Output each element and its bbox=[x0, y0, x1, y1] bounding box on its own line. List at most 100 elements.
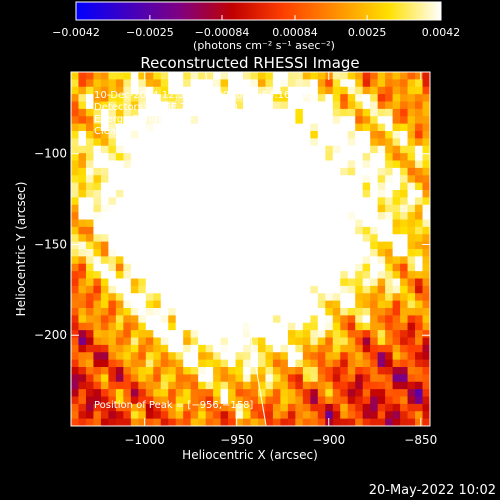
heatmap-cell bbox=[317, 285, 326, 294]
heatmap-cell bbox=[85, 344, 94, 353]
heatmap-cell bbox=[272, 359, 281, 368]
heatmap-cell bbox=[280, 263, 289, 272]
heatmap-cell bbox=[317, 263, 326, 272]
heatmap-cell bbox=[168, 72, 177, 80]
heatmap-cell bbox=[385, 86, 394, 95]
heatmap-cell bbox=[377, 226, 386, 235]
heatmap-cell bbox=[235, 396, 244, 405]
heatmap-cell bbox=[108, 160, 117, 169]
heatmap-cell bbox=[310, 285, 319, 294]
heatmap-cell bbox=[317, 411, 326, 420]
heatmap-cell bbox=[385, 344, 394, 353]
heatmap-cell bbox=[310, 86, 319, 95]
heatmap-cell bbox=[85, 123, 94, 132]
heatmap-cell bbox=[123, 182, 132, 191]
heatmap-cell bbox=[183, 160, 192, 169]
heatmap-cell bbox=[370, 322, 379, 331]
heatmap-cell bbox=[355, 86, 364, 95]
heatmap-cell bbox=[160, 344, 169, 353]
heatmap-cell bbox=[138, 212, 147, 220]
heatmap-cell bbox=[205, 175, 214, 184]
heatmap-cell bbox=[78, 138, 87, 147]
heatmap-cell bbox=[385, 271, 394, 279]
heatmap-cell bbox=[220, 293, 229, 302]
heatmap-cell bbox=[71, 182, 79, 191]
heatmap-cell bbox=[175, 145, 184, 154]
heatmap-cell bbox=[235, 271, 244, 279]
heatmap-cell bbox=[168, 249, 177, 257]
heatmap-cell bbox=[130, 204, 139, 213]
heatmap-cell bbox=[115, 367, 124, 375]
heatmap-cell bbox=[123, 101, 132, 110]
heatmap-cell bbox=[93, 330, 102, 338]
heatmap-cell bbox=[78, 86, 87, 95]
heatmap-cell bbox=[422, 160, 430, 169]
heatmap-cell bbox=[100, 352, 109, 361]
heatmap-cell bbox=[370, 145, 379, 154]
heatmap-cell bbox=[138, 285, 147, 294]
heatmap-cell bbox=[392, 249, 401, 257]
heatmap-cell bbox=[243, 138, 251, 147]
heatmap-cell bbox=[407, 219, 416, 228]
heatmap-cell bbox=[317, 315, 326, 324]
heatmap-cell bbox=[145, 403, 154, 412]
heatmap-cell bbox=[243, 367, 251, 375]
heatmap-cell bbox=[385, 145, 394, 154]
heatmap-cell bbox=[183, 403, 192, 412]
heatmap-cell bbox=[317, 234, 326, 243]
heatmap-cell bbox=[422, 116, 430, 125]
heatmap-cell bbox=[183, 175, 192, 184]
heatmap-cell bbox=[422, 226, 430, 235]
heatmap-cell bbox=[220, 79, 229, 88]
heatmap-cell bbox=[295, 285, 304, 294]
heatmap-cell bbox=[115, 285, 124, 294]
heatmap-cell bbox=[370, 418, 379, 426]
heatmap-cell bbox=[325, 190, 334, 198]
heatmap-cell bbox=[362, 374, 371, 383]
heatmap-cell bbox=[250, 285, 259, 294]
heatmap-cell bbox=[385, 204, 394, 213]
heatmap-cell bbox=[287, 263, 296, 272]
heatmap-cell bbox=[145, 337, 154, 346]
heatmap-cell bbox=[160, 241, 169, 250]
heatmap-cell bbox=[71, 344, 79, 353]
colorbar-frame bbox=[75, 1, 442, 21]
heatmap-cell bbox=[272, 182, 281, 191]
heatmap-cell bbox=[130, 403, 139, 412]
heatmap-cell bbox=[183, 322, 192, 331]
heatmap-cell bbox=[407, 344, 416, 353]
heatmap-cell bbox=[205, 234, 214, 243]
heatmap-cell bbox=[370, 256, 379, 265]
heatmap-cell bbox=[71, 234, 79, 243]
heatmap-cell bbox=[213, 160, 221, 169]
heatmap-cell bbox=[280, 285, 289, 294]
heatmap-cell bbox=[175, 138, 184, 147]
heatmap-cell bbox=[362, 182, 371, 191]
heatmap-cell bbox=[302, 116, 311, 125]
heatmap-cell bbox=[422, 138, 430, 147]
heatmap-cell bbox=[138, 403, 147, 412]
heatmap-cell bbox=[392, 300, 401, 309]
heatmap-cell bbox=[205, 190, 214, 198]
heatmap-cell bbox=[78, 197, 87, 206]
heatmap-cell bbox=[235, 94, 244, 102]
heatmap-cell bbox=[295, 381, 304, 390]
heatmap-cell bbox=[302, 241, 311, 250]
heatmap-cell bbox=[220, 101, 229, 110]
heatmap-cell bbox=[400, 337, 408, 346]
heatmap-cell bbox=[220, 153, 229, 161]
heatmap-cell bbox=[85, 330, 94, 338]
heatmap-cell bbox=[198, 72, 207, 80]
heatmap-cell bbox=[257, 271, 266, 279]
heatmap-cell bbox=[250, 381, 259, 390]
heatmap-cell bbox=[108, 337, 117, 346]
heatmap-cell bbox=[347, 285, 356, 294]
heatmap-cell bbox=[325, 234, 334, 243]
heatmap-cell bbox=[415, 145, 423, 154]
heatmap-cell bbox=[287, 322, 296, 331]
heatmap-cell bbox=[407, 256, 416, 265]
heatmap-cell bbox=[250, 389, 259, 397]
heatmap-cell bbox=[71, 278, 79, 287]
heatmap-cell bbox=[228, 396, 236, 405]
heatmap-cell bbox=[235, 241, 244, 250]
